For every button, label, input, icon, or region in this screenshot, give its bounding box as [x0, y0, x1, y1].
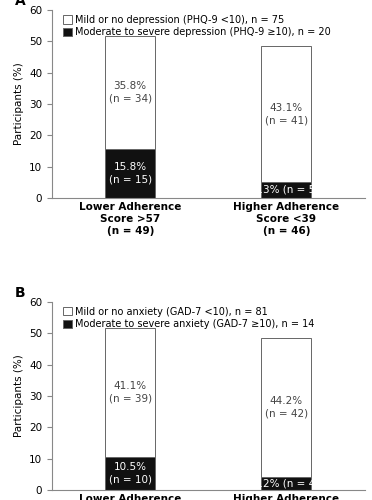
Legend: Mild or no depression (PHQ-9 <10), n = 75, Moderate to severe depression (PHQ-9 : Mild or no depression (PHQ-9 <10), n = 7… — [63, 15, 331, 38]
Text: 10.5%
(n = 10): 10.5% (n = 10) — [109, 462, 152, 484]
Bar — [105, 328, 155, 457]
Text: 41.1%
(n = 39): 41.1% (n = 39) — [109, 382, 152, 404]
Legend: Mild or no anxiety (GAD-7 <10), n = 81, Moderate to severe anxiety (GAD-7 ≥10), : Mild or no anxiety (GAD-7 <10), n = 81, … — [63, 306, 315, 329]
Bar — [262, 182, 311, 198]
Bar — [105, 36, 155, 148]
Text: B: B — [15, 286, 25, 300]
Text: 4.2% (n = 4): 4.2% (n = 4) — [253, 478, 320, 488]
Bar — [262, 477, 311, 490]
Text: 44.2%
(n = 42): 44.2% (n = 42) — [265, 396, 308, 418]
Text: 43.1%
(n = 41): 43.1% (n = 41) — [265, 103, 308, 125]
Text: 35.8%
(n = 34): 35.8% (n = 34) — [109, 82, 152, 104]
Text: 5.3% (n = 5): 5.3% (n = 5) — [253, 185, 320, 195]
Text: 15.8%
(n = 15): 15.8% (n = 15) — [109, 162, 152, 184]
Bar — [262, 46, 311, 182]
Y-axis label: Participants (%): Participants (%) — [14, 354, 24, 438]
Bar — [105, 148, 155, 198]
Y-axis label: Participants (%): Participants (%) — [14, 62, 24, 146]
Text: A: A — [15, 0, 25, 8]
Bar — [105, 457, 155, 490]
Bar — [262, 338, 311, 477]
